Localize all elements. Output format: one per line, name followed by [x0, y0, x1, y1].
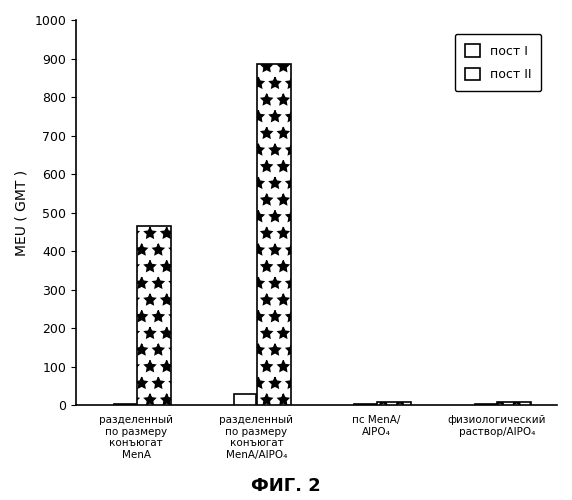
Bar	[378, 402, 411, 406]
Legend: пост I, пост II: пост I, пост II	[455, 34, 541, 91]
Bar	[234, 394, 256, 406]
Bar	[498, 402, 531, 406]
Bar	[257, 64, 291, 406]
Bar	[475, 404, 496, 406]
Y-axis label: MEU ( GMT ): MEU ( GMT )	[15, 170, 29, 256]
Text: ФИГ. 2: ФИГ. 2	[251, 477, 321, 495]
Bar	[355, 404, 376, 406]
Bar	[137, 226, 170, 406]
Bar	[114, 404, 136, 406]
